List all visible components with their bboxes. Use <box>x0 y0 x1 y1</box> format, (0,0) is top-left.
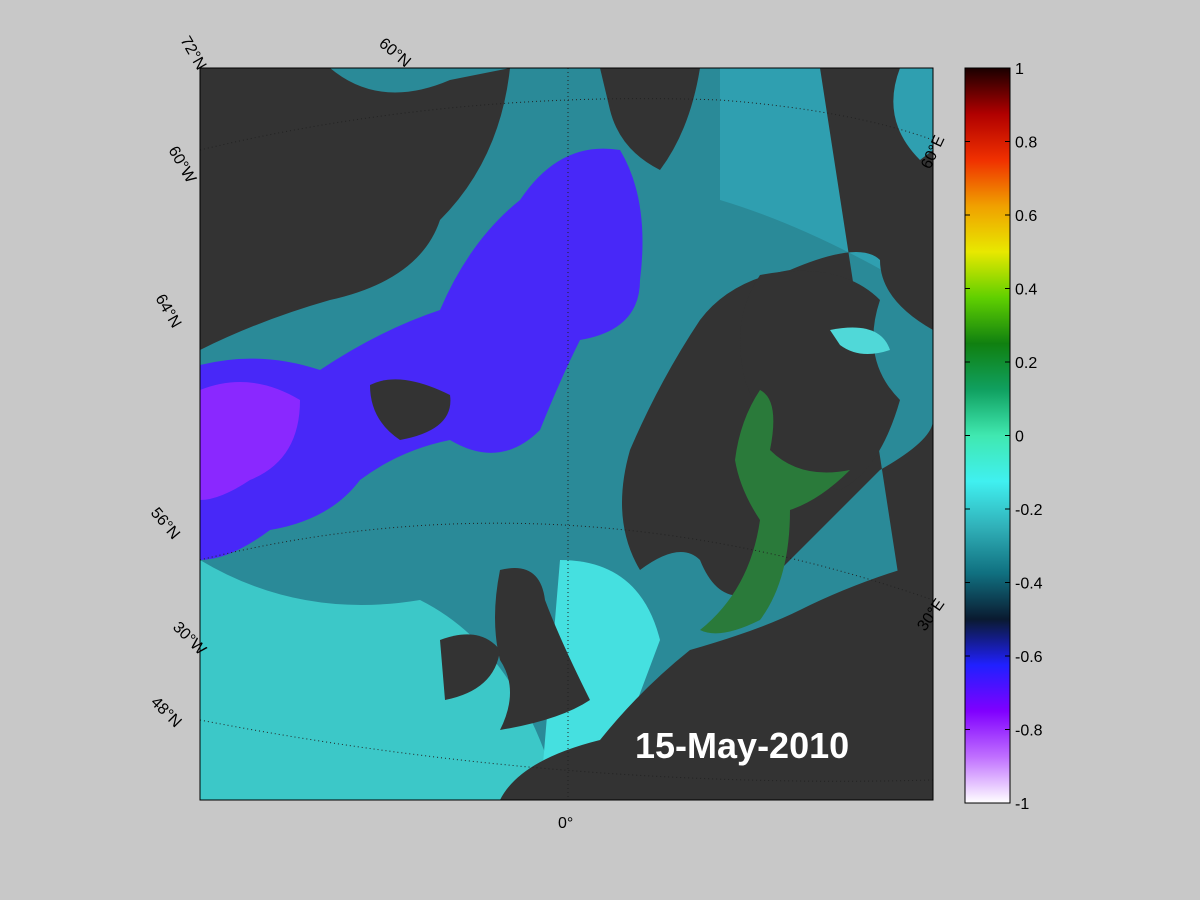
graticule <box>200 98 933 151</box>
graticule-label: 0° <box>558 815 573 832</box>
tick-label: -0.8 <box>1015 723 1043 740</box>
colorbar <box>964 67 1011 804</box>
map-frame <box>199 67 934 801</box>
graticule-label: 60°W <box>165 144 200 187</box>
tick-label: -1 <box>1015 796 1029 813</box>
land-iceland <box>370 379 451 440</box>
tick-label: 1 <box>1015 61 1024 78</box>
sea-baltic <box>700 390 850 634</box>
tick-label: 0.2 <box>1015 355 1037 372</box>
land <box>600 68 700 170</box>
graticule-label: 64°N <box>152 292 185 331</box>
land-britain <box>495 568 590 730</box>
date-label: 15-May-2010 <box>635 725 849 766</box>
graticule <box>200 719 933 782</box>
graticule-label: 72°N <box>177 34 210 73</box>
graticule-label: 48°N <box>147 694 184 731</box>
tick-label: -0.4 <box>1015 576 1043 593</box>
ocean-warm <box>540 560 660 800</box>
land-ireland <box>440 634 500 700</box>
ocean-warm <box>200 560 560 800</box>
tick-label: 0.8 <box>1015 135 1037 152</box>
land <box>500 68 933 800</box>
tick-label: 0.4 <box>1015 282 1037 299</box>
graticule-label: 60°N <box>375 35 413 71</box>
ocean-cold <box>200 148 643 561</box>
sea-white <box>830 327 890 354</box>
tick-label: 0.6 <box>1015 208 1037 225</box>
graticule-label: 56°N <box>147 505 183 543</box>
land <box>740 270 900 490</box>
tick-label: -0.2 <box>1015 502 1043 519</box>
land <box>200 68 510 350</box>
ocean-cold <box>200 382 300 500</box>
tick-label: 0 <box>1015 429 1024 446</box>
map <box>200 68 933 800</box>
tick-label: -0.6 <box>1015 649 1043 666</box>
